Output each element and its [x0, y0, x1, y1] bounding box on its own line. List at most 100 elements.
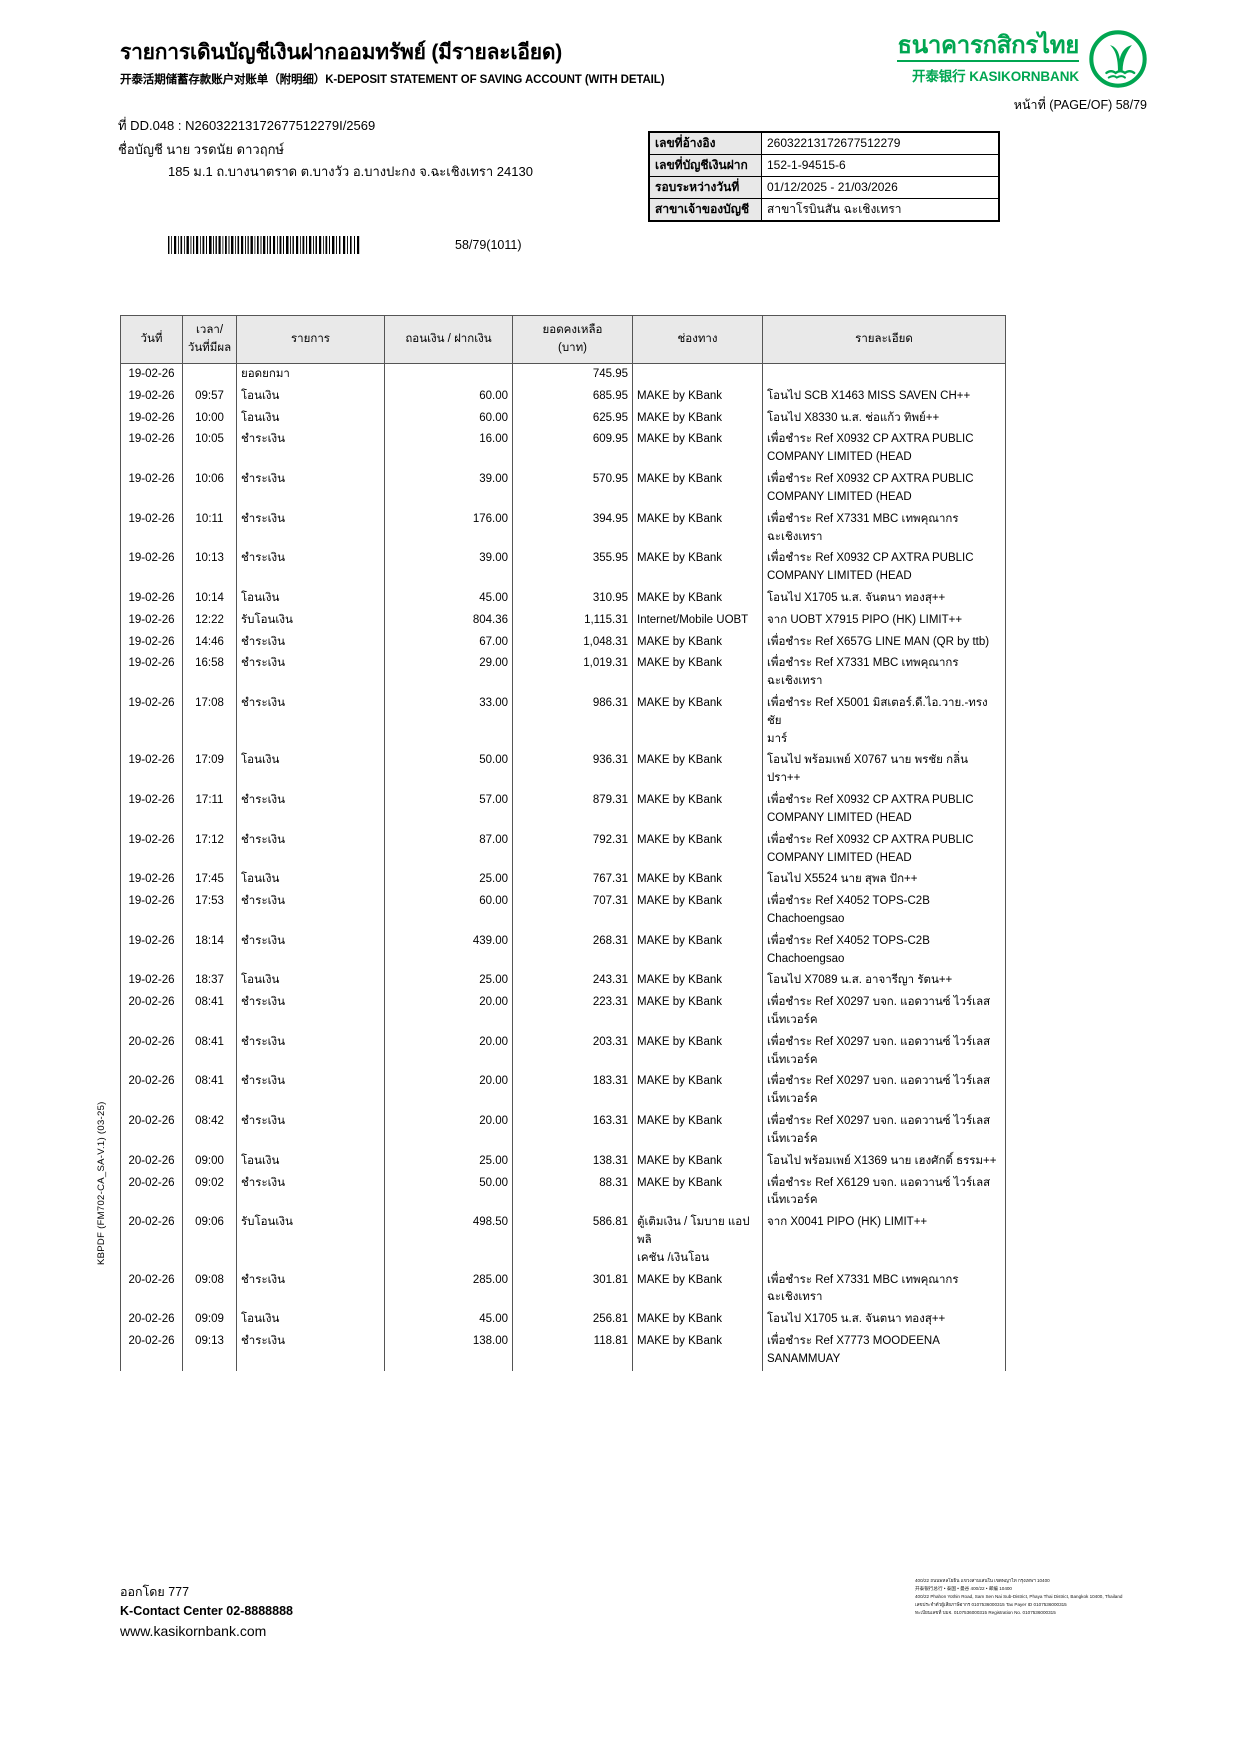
cell-description: โอนเงิน [236, 1150, 385, 1173]
cell-date: 20-02-26 [120, 1269, 183, 1310]
cell-channel: MAKE by KBank [632, 1071, 763, 1112]
cell-description: ชำระเงิน [236, 653, 385, 693]
cell-channel-line1: MAKE by KBank [637, 895, 723, 908]
table-row: 20-02-26 08:42 ชำระเงิน 20.00 163.31 MAKE by … [120, 1111, 1006, 1151]
info-value-branch: สาขาโรบินสัน ฉะเชิงเทรา [761, 198, 999, 221]
transaction-table-wrapper: วันที่ เวลา/ วันที่มีผล รายการ ถอนเงิน /… [120, 315, 1006, 1371]
cell-detail-line2: COMPANY LIMITED (HEAD [767, 811, 912, 824]
cell-channel-line1: MAKE by KBank [637, 754, 723, 767]
footer-contact-block: ออกโดย 777 K-Contact Center 02-8888888 w… [120, 1583, 293, 1642]
cell-date: 19-02-26 [120, 362, 183, 386]
cell-balance: 223.31 [512, 992, 633, 1032]
cell-channel: Internet/Mobile UOBT [632, 609, 763, 632]
cell-channel: ตู้เติมเงิน / โมบาย แอปพลิ เคชัน /เงินโอน [632, 1212, 763, 1270]
cell-detail-line1: เพื่อชำระ Ref X4052 TOPS-C2B [767, 934, 930, 947]
cell-detail: เพื่อชำระ Ref X0932 CP AXTRA PUBLIC COMPA… [762, 469, 1006, 509]
cell-channel: MAKE by KBank [632, 508, 763, 549]
cell-channel: MAKE by KBank [632, 693, 763, 751]
table-row: 20-02-26 09:09 โอนเงิน 45.00 256.81 MAKE by K… [120, 1309, 1006, 1331]
cell-balance: 268.31 [512, 930, 633, 971]
info-label-period: รอบระหว่างวันที่ [649, 176, 762, 199]
cell-channel-line1: MAKE by KBank [637, 1176, 723, 1189]
cell-amount: 67.00 [384, 631, 513, 654]
cell-date: 19-02-26 [120, 407, 183, 430]
table-row: 20-02-26 08:41 ชำระเงิน 20.00 203.31 MAKE by … [120, 1031, 1006, 1072]
cell-amount: 20.00 [384, 1031, 513, 1072]
cell-detail-line1: โอนไป X1705 น.ส. จันตนา ทองสุ++ [767, 1313, 946, 1326]
cell-channel: MAKE by KBank [632, 385, 763, 408]
cell-date: 20-02-26 [120, 1031, 183, 1072]
cell-amount: 33.00 [384, 693, 513, 751]
cell-channel-line2: เคชัน /เงินโอน [637, 1251, 710, 1264]
cell-date: 19-02-26 [120, 548, 183, 588]
cell-channel: MAKE by KBank [632, 1111, 763, 1151]
cell-detail: โอนไป X1705 น.ส. จันตนา ทองสุ++ [762, 1309, 1006, 1331]
cell-time: 12:22 [182, 609, 237, 632]
cell-channel-line1: MAKE by KBank [637, 657, 723, 670]
cell-detail: โอนไป X7089 น.ส. อาจารีญา รัตน++ [762, 970, 1006, 993]
cell-time: 14:46 [182, 631, 237, 654]
cell-description: ชำระเงิน [236, 891, 385, 931]
cell-time: 17:45 [182, 869, 237, 892]
cell-time [182, 362, 237, 386]
document-title-block: รายการเดินบัญชีเงินฝากออมทรัพย์ (มีรายละ… [120, 40, 665, 87]
cell-detail: เพื่อชำระ Ref X0932 CP AXTRA PUBLIC COMPA… [762, 429, 1006, 470]
cell-channel-line1: MAKE by KBank [637, 996, 723, 1009]
cell-description: รับโอนเงิน [236, 609, 385, 632]
footer-website-link[interactable]: www.kasikornbank.com [120, 1622, 267, 1639]
cell-detail-line2: ฉะเชิงเทรา [767, 1291, 823, 1304]
cell-time: 17:11 [182, 790, 237, 830]
cell-channel-line1: MAKE by KBank [637, 1335, 723, 1347]
cell-detail: เพื่อชำระ Ref X6129 บจก. แอดวานซ์ ไวร์เล… [762, 1172, 1006, 1213]
cell-description: ชำระเงิน [236, 829, 385, 870]
cell-amount: 25.00 [384, 1150, 513, 1173]
cell-date: 20-02-26 [120, 1172, 183, 1213]
cell-detail: จาก X0041 PIPO (HK) LIMIT++ [762, 1212, 1006, 1270]
cell-amount: 20.00 [384, 1111, 513, 1151]
cell-channel: MAKE by KBank [632, 587, 763, 610]
cell-date: 20-02-26 [120, 1150, 183, 1173]
cell-channel-line1: MAKE by KBank [637, 1075, 723, 1088]
cell-detail-line1: เพื่อชำระ Ref X0932 CP AXTRA PUBLIC [767, 794, 974, 807]
cell-channel-line1: MAKE by KBank [637, 1313, 723, 1326]
cell-detail-line1: เพื่อชำระ Ref X5001 มิสเตอร์.ดี.ไอ.วาย.-… [767, 697, 988, 727]
column-header-date: วันที่ [120, 315, 183, 364]
cell-amount: 87.00 [384, 829, 513, 870]
cell-balance: 767.31 [512, 869, 633, 892]
cell-date: 20-02-26 [120, 1309, 183, 1331]
cell-detail-line1: เพื่อชำระ Ref X0297 บจก. แอดวานซ์ ไวร์เล… [767, 1075, 991, 1088]
table-row: 20-02-26 09:00 โอนเงิน 25.00 138.31 MAKE by K… [120, 1150, 1006, 1173]
cell-description: โอนเงิน [236, 1309, 385, 1331]
fine-print-line-4: เลขประจำตัวผู้เสียภาษีอากร 0107536000315… [915, 1602, 1067, 1608]
cell-channel: MAKE by KBank [632, 407, 763, 430]
cell-detail: เพื่อชำระ Ref X7331 MBC เทพคุณากร ฉะเชิงเ… [762, 1269, 1006, 1310]
cell-detail-line2: SANAMMUAY [767, 1352, 841, 1365]
cell-date: 19-02-26 [120, 587, 183, 610]
cell-time: 09:57 [182, 385, 237, 408]
cell-date: 19-02-26 [120, 653, 183, 693]
table-row: 20-02-26 09:02 ชำระเงิน 50.00 88.31 MAKE by K… [120, 1172, 1006, 1213]
cell-amount: 45.00 [384, 587, 513, 610]
cell-time: 18:37 [182, 970, 237, 993]
cell-balance: 301.81 [512, 1269, 633, 1310]
table-row: 20-02-26 08:41 ชำระเงิน 20.00 223.31 MAKE by … [120, 992, 1006, 1032]
cell-description: โอนเงิน [236, 385, 385, 408]
cell-date: 20-02-26 [120, 1071, 183, 1112]
cell-date: 19-02-26 [120, 385, 183, 408]
cell-amount: 29.00 [384, 653, 513, 693]
cell-description: ชำระเงิน [236, 1031, 385, 1072]
table-row: 19-02-26 10:11 ชำระเงิน 176.00 394.95 MAKE by… [120, 508, 1006, 549]
cell-time: 16:58 [182, 653, 237, 693]
cell-description: ชำระเงิน [236, 469, 385, 509]
cell-detail-line1: โอนไป พร้อมเพย์ X0767 นาย พรชัย กลิ่นปรา… [767, 754, 968, 785]
cell-channel-line1: MAKE by KBank [637, 873, 723, 886]
cell-channel-line1: MAKE by KBank [637, 433, 723, 446]
cell-description: ชำระเงิน [236, 693, 385, 751]
cell-detail: เพื่อชำระ Ref X7331 MBC เทพคุณากร ฉะเชิงเ… [762, 508, 1006, 549]
cell-channel: MAKE by KBank [632, 829, 763, 870]
cell-detail-line1: เพื่อชำระ Ref X0297 บจก. แอดวานซ์ ไวร์เล… [767, 996, 991, 1009]
cell-amount: 60.00 [384, 891, 513, 931]
cell-amount: 16.00 [384, 429, 513, 470]
table-row: 19-02-26 12:22 รับโอนเงิน 804.36 1,115.31 Int… [120, 609, 1006, 632]
